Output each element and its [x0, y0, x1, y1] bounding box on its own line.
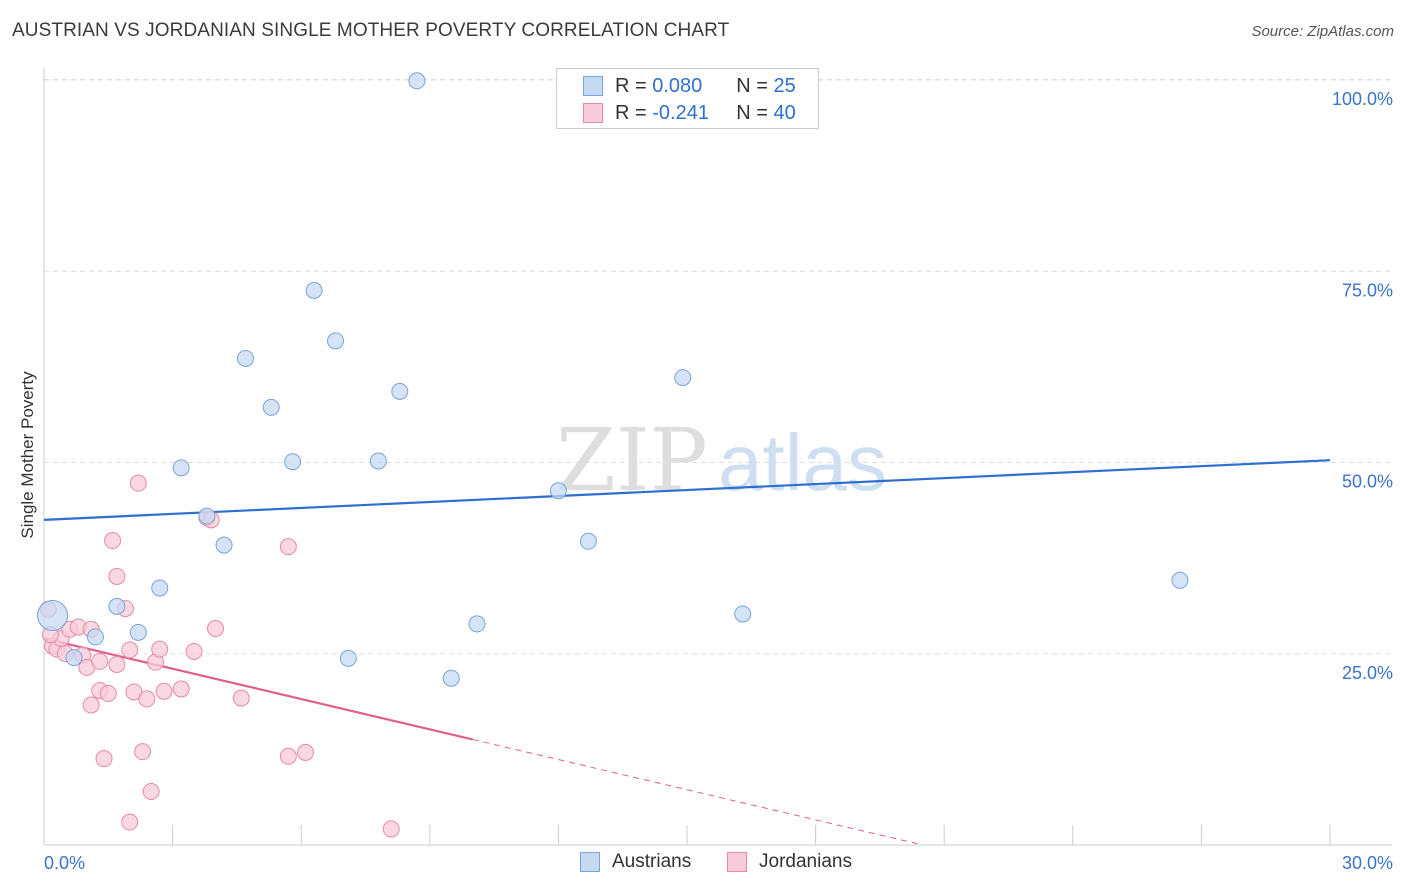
y-tick-labels: 25.0% 50.0% 75.0% 100.0%: [1332, 89, 1393, 683]
source-label: Source: ZipAtlas.com: [1251, 23, 1394, 40]
austrians-point: [215, 536, 233, 554]
legend-row-austrians: R = 0.080 N = 25: [583, 73, 796, 99]
jordanians-point: [172, 680, 190, 698]
austrians-point: [579, 532, 597, 550]
austrians-point: [236, 349, 254, 367]
watermark-atlas: atlas: [718, 418, 887, 507]
austrians-point: [674, 369, 692, 387]
jordanians-point: [129, 474, 147, 492]
jordanians-legend-swatch: [727, 852, 747, 872]
austrians-legend-swatch: [580, 852, 600, 872]
austrians-point: [86, 628, 104, 646]
x-tick-label: 0.0%: [44, 853, 85, 873]
watermark: ZIP atlas: [556, 411, 887, 511]
jordanians-swatch: [583, 103, 603, 123]
jordanians-point: [121, 641, 139, 659]
r-value: 0.080: [652, 74, 703, 97]
austrians-point: [734, 605, 752, 623]
r-label: R =: [615, 74, 647, 97]
austrians-point: [326, 332, 344, 350]
jordanians-point: [95, 750, 113, 768]
austrians-point: [339, 649, 357, 667]
data-points: [37, 72, 1189, 838]
austrians-point: [468, 615, 486, 633]
austrians-point: [442, 669, 460, 687]
austrians-point: [1171, 571, 1189, 589]
austrians-swatch: [583, 76, 603, 96]
jordanians-point: [91, 652, 109, 670]
jordanians-point: [104, 532, 122, 550]
austrians-point: [262, 398, 280, 416]
jordanians-trend-extension: [472, 738, 923, 846]
jordanians-point: [82, 696, 100, 714]
jordanians-point: [206, 620, 224, 638]
jordanians-point: [155, 682, 173, 700]
axes: [43, 68, 1392, 846]
jordanians-point: [121, 813, 139, 831]
austrians-point: [391, 382, 409, 400]
austrians-point: [284, 453, 302, 471]
austrians-point: [108, 597, 126, 615]
austrians-point: [549, 482, 567, 500]
jordanians-point: [108, 655, 126, 673]
austrians-point: [408, 72, 426, 90]
jordanians-point: [279, 538, 297, 556]
austrians-point: [172, 459, 190, 477]
n-label: N =: [736, 101, 768, 124]
y-tick-label: 75.0%: [1342, 280, 1393, 300]
jordanians-point: [232, 689, 250, 707]
legend-austrians-label: Austrians: [612, 851, 692, 872]
y-tick-label: 100.0%: [1332, 89, 1393, 109]
jordanians-point: [382, 820, 400, 838]
y-tick-label: 25.0%: [1342, 663, 1393, 683]
jordanians-point: [138, 690, 156, 708]
austrians-point: [305, 281, 323, 299]
legend-jordanians: Jordanians: [727, 851, 852, 873]
jordanians-point: [151, 640, 169, 658]
austrians-point: [129, 623, 147, 641]
austrians-point: [151, 579, 169, 597]
jordanians-point: [142, 782, 160, 800]
jordanians-point: [108, 567, 126, 585]
legend-austrians: Austrians: [580, 851, 691, 873]
legend-jordanians-label: Jordanians: [759, 851, 852, 872]
correlation-legend: R = 0.080 N = 25 R = -0.241 N = 40: [556, 68, 819, 129]
austrians-trend-line: [43, 459, 1331, 521]
jordanians-point: [185, 642, 203, 660]
r-value: -0.241: [652, 101, 709, 124]
jordanians-trend-line: [43, 637, 473, 741]
n-label: N =: [736, 74, 768, 97]
austrians-point: [65, 649, 83, 667]
jordanians-point: [99, 685, 117, 703]
jordanians-point: [134, 743, 152, 761]
r-label: R =: [615, 101, 647, 124]
x-tick-label: 30.0%: [1342, 853, 1393, 873]
n-value: 25: [773, 74, 796, 97]
jordanians-point: [279, 747, 297, 765]
x-tick-labels: 0.0% 30.0%: [44, 853, 1393, 873]
austrians-point: [369, 452, 387, 470]
austrians-point: [198, 507, 216, 525]
trend-lines: [43, 459, 1331, 846]
n-value: 40: [773, 101, 796, 124]
chart-title: AUSTRIAN VS JORDANIAN SINGLE MOTHER POVE…: [12, 20, 730, 41]
jordanians-point: [296, 743, 314, 761]
y-tick-label: 50.0%: [1342, 472, 1393, 492]
austrians-point: [37, 600, 69, 631]
legend-row-jordanians: R = -0.241 N = 40: [583, 100, 796, 126]
